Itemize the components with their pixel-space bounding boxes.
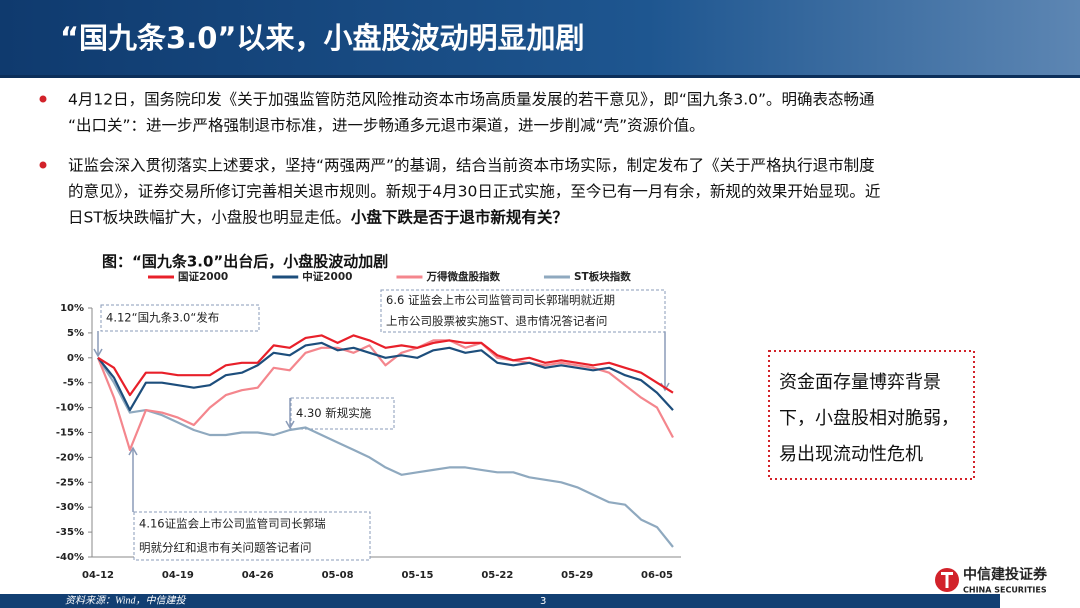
annotation-arrowhead [128, 446, 138, 456]
annotation-box [290, 397, 395, 430]
y-tick-label: -15% [56, 428, 84, 439]
series-line [97, 334, 674, 397]
legend-label: 国证2000 [178, 271, 228, 283]
legend-label: 万得微盘股指数 [425, 270, 500, 283]
y-tick-label: -25% [56, 477, 84, 488]
bullet-text: 证监会深入贯彻落实上述要求，坚持“两强两严”的基调，结合当前资本市场实际，制定发… [68, 157, 875, 175]
x-tick-label: 05-15 [401, 570, 433, 581]
slide-title: “国九条3.0”以来，小盘股波动明显加剧 [60, 21, 585, 55]
annotation-text: 6.6 证监会上市公司监管司司长郭瑞明就近期 [386, 293, 615, 307]
y-tick-label: -35% [56, 527, 84, 538]
x-tick-label: 04-26 [242, 570, 274, 581]
y-tick-label: -5% [63, 378, 84, 389]
series-line [97, 341, 674, 412]
footer-bar [0, 594, 1000, 608]
annotation-box [380, 289, 666, 333]
y-tick-label: 10% [60, 303, 84, 314]
x-tick-label: 05-22 [481, 570, 513, 581]
annotation-box [100, 304, 260, 332]
bullet-bold: 小盘下跌是否于退市新规有关？ [351, 208, 568, 227]
bullet-text: “出口关”：进一步严格强制退市标准，进一步畅通多元退市渠道，进一步削减“壳”资源… [68, 117, 705, 135]
x-tick-label: 06-05 [641, 570, 673, 581]
bullet-dot [39, 161, 47, 169]
series-line [96, 339, 674, 451]
series-line [97, 357, 674, 548]
header-rule [0, 75, 1080, 78]
x-tick-label: 05-29 [561, 570, 593, 581]
callout-text: 易出现流动性危机 [779, 444, 923, 465]
x-tick-label: 04-12 [82, 570, 114, 581]
annotation-arrowhead [285, 420, 295, 430]
logo-name: 中信建投证券 [963, 566, 1048, 583]
y-tick-label: -20% [56, 452, 84, 463]
bullet-text: 的意见》，证券交易所修订完善相关退市规则。新规于4月30日正式实施，至今已有一月… [68, 182, 880, 201]
callout-box [768, 350, 975, 480]
callout-text: 下，小盘股相对脆弱， [779, 408, 959, 429]
legend-label: 中证2000 [302, 270, 352, 283]
footer-source: 资料来源：Wind，中信建投 [65, 594, 187, 606]
bullet-dot [39, 95, 47, 103]
chart-title: 图：“国九条3.0”出台后，小盘股波动加剧 [102, 253, 388, 271]
annotation-text: 4.16证监会上市公司监管司司长郭瑞 [139, 517, 326, 531]
annotation-text: 4.30 新规实施 [296, 406, 372, 420]
x-tick-label: 05-08 [322, 570, 354, 581]
bullet-text: 日ST板块跌幅扩大，小盘股也明显走低。 [68, 208, 351, 227]
y-tick-label: 0% [67, 353, 84, 364]
header-bar [0, 0, 1080, 78]
logo-english: CHINA SECURITIES [963, 586, 1047, 595]
annotation-text: 上市公司股票被实施ST、退市情况答记者问 [386, 314, 607, 328]
y-tick-label: -40% [56, 552, 84, 563]
y-tick-label: -10% [56, 403, 84, 414]
annotation-text: 4.12“国九条3.0“发布 [106, 311, 219, 325]
annotation-arrowhead [93, 348, 103, 358]
annotation-box [133, 511, 371, 561]
y-tick-label: 5% [67, 328, 84, 339]
callout-text: 资金面存量博弈背景 [779, 372, 941, 393]
x-tick-label: 04-19 [162, 570, 194, 581]
legend-label: ST板块指数 [574, 270, 631, 283]
annotation-text: 明就分红和退市有关问题答记者问 [139, 541, 312, 555]
logo-icon-stem [945, 575, 949, 588]
y-tick-label: -30% [56, 502, 84, 513]
bullet-text: 4月12日，国务院印发《关于加强监管防范风险推动资本市场高质量发展的若干意见》，… [68, 90, 875, 109]
page-number: 3 [540, 596, 546, 607]
logo-icon-bar [941, 572, 953, 575]
